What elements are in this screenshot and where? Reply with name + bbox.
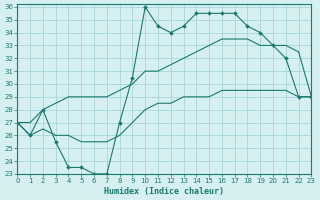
X-axis label: Humidex (Indice chaleur): Humidex (Indice chaleur) (104, 187, 224, 196)
